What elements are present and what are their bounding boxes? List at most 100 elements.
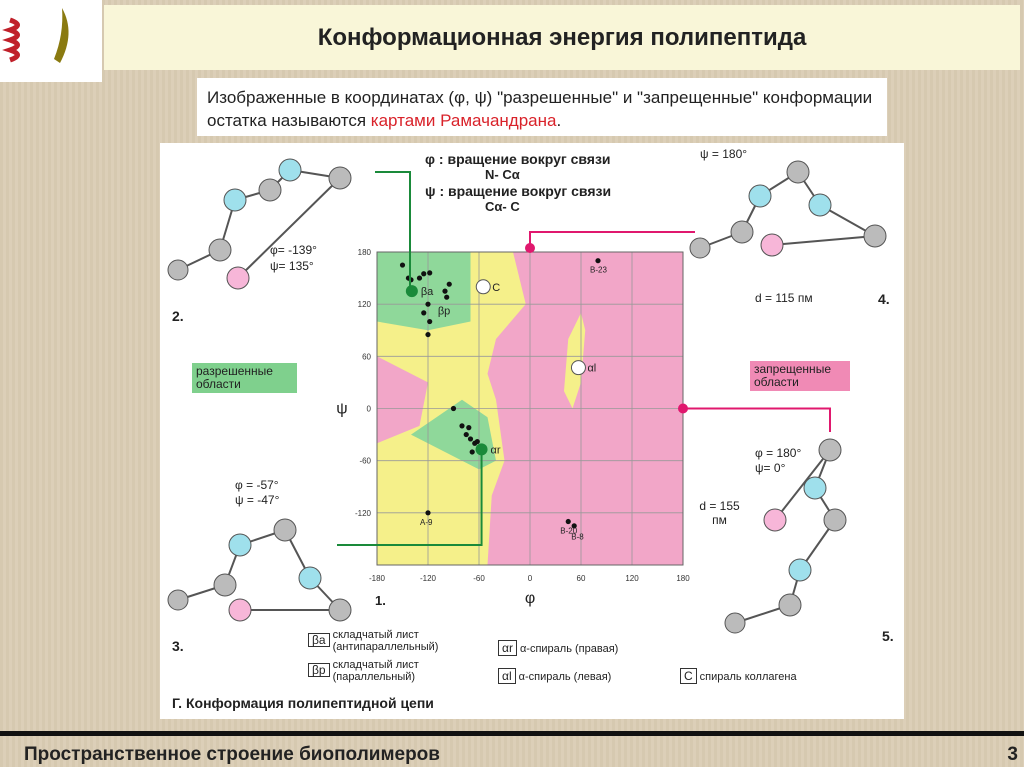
point-label: B-23 [590, 266, 607, 275]
x-tick-label: 60 [577, 574, 586, 583]
atom [298, 566, 322, 590]
mol2-psi: ψ= 135° [270, 259, 314, 273]
mol3-psi: ψ = -47° [235, 493, 280, 507]
point-label: B-8 [571, 533, 584, 542]
atom [760, 233, 784, 257]
atom [328, 166, 352, 190]
data-point [466, 425, 472, 431]
connector-forbidden-right [683, 407, 831, 432]
footer-title: Пространственное строение биополимеров [24, 744, 440, 765]
bond [237, 177, 341, 279]
legend-symbol: αr [498, 640, 517, 656]
legend-text: складчатый лист (параллельный) [332, 659, 419, 683]
data-point [467, 436, 474, 442]
legend-symbol: βa [308, 632, 330, 647]
data-point [421, 271, 427, 277]
atom [228, 598, 252, 622]
forbidden-regions-label: запрещенные области [750, 361, 850, 391]
y-tick-label: -120 [355, 509, 372, 518]
data-point [421, 310, 427, 316]
mol5-phi: φ = 180° [755, 446, 802, 460]
point-label: B-20 [560, 527, 577, 536]
data-point [416, 275, 423, 281]
atom [788, 558, 812, 582]
atom [223, 188, 247, 212]
x-tick-label: -180 [369, 574, 386, 583]
conformation-marker [475, 279, 491, 295]
x-tick-label: 0 [528, 574, 533, 583]
x-tick-label: -120 [420, 574, 437, 583]
forbidden-marker [525, 243, 535, 253]
panel-number-4: 4. [878, 291, 890, 307]
data-point [399, 262, 406, 268]
panel-number-2: 2. [172, 308, 184, 324]
atom [730, 220, 754, 244]
data-point [425, 301, 431, 307]
atom [258, 178, 282, 202]
legend-item-beta-a: βa складчатый лист (антипараллельный) [308, 629, 438, 653]
intro-end: . [556, 111, 562, 130]
panel-number-5: 5. [882, 628, 894, 644]
y-tick-label: 0 [367, 405, 372, 414]
data-point [474, 438, 480, 445]
legend-item-alpha-r: αr α-спираль (правая) [498, 640, 618, 656]
x-tick-label: 180 [676, 574, 690, 583]
allowed-region-beta [377, 252, 471, 331]
mol5-distance: d = 155 пм [699, 499, 740, 527]
point-label: A-9 [420, 518, 433, 527]
atom [763, 508, 787, 532]
y-tick-label: 120 [358, 300, 372, 309]
legend-item-alpha-l: αl α-спираль (левая) [498, 668, 611, 684]
footer-divider [0, 731, 1024, 736]
panel-number-1: 1. [375, 593, 386, 608]
data-point [425, 331, 431, 338]
molecule-sketches [167, 158, 887, 634]
data-point [442, 288, 448, 294]
mol2-phi: φ= -139° [270, 243, 317, 257]
logo-protein-image [0, 0, 102, 82]
atom [786, 160, 810, 184]
data-point [469, 449, 475, 455]
data-point [565, 518, 571, 525]
data-point [459, 423, 465, 429]
title-bar: Конформационная энергия полипептида [104, 5, 1020, 70]
legend-text: α-спираль (левая) [518, 671, 612, 683]
atom [778, 593, 802, 617]
atom [167, 589, 189, 611]
allowed-regions-label: разрешенные области [192, 363, 297, 393]
legend-text: складчатый лист (антипараллельный) [332, 629, 439, 653]
atom [724, 612, 746, 634]
atom [226, 266, 250, 290]
legend-text: спираль коллагена [699, 671, 797, 683]
atom [273, 518, 297, 542]
atom [823, 508, 847, 532]
conformation-marker [570, 360, 586, 376]
data-point [595, 258, 601, 264]
panel-number-3: 3. [172, 638, 184, 654]
atom [818, 438, 842, 462]
atom [748, 184, 772, 208]
phi-bond: N- Cα [485, 167, 520, 182]
legend-symbol: C [680, 668, 697, 684]
mol5-psi: ψ= 0° [755, 461, 786, 475]
psi-definition: ψ : вращение вокруг связи [425, 183, 612, 199]
forbidden-marker [678, 403, 688, 414]
figure-caption: Г. Конформация полипептидной цепи [172, 695, 434, 711]
connector-alpha [337, 449, 483, 546]
legend-text: α-спираль (правая) [519, 643, 619, 655]
partially-allowed-region-left-helix [564, 312, 586, 409]
plot-grid [376, 251, 684, 566]
atom [228, 533, 252, 557]
atom [213, 573, 237, 597]
atom [278, 158, 302, 182]
data-point [427, 318, 433, 325]
y-tick-label: -60 [359, 457, 371, 466]
point-label: C [492, 282, 500, 294]
mol3-phi: φ = -57° [235, 478, 279, 492]
slide-title: Конформационная энергия полипептида [317, 23, 807, 51]
y-axis-label: ψ [336, 401, 347, 418]
conformation-marker [405, 285, 418, 298]
data-point [427, 270, 433, 276]
connector-beta [375, 171, 411, 292]
bond [774, 449, 831, 521]
